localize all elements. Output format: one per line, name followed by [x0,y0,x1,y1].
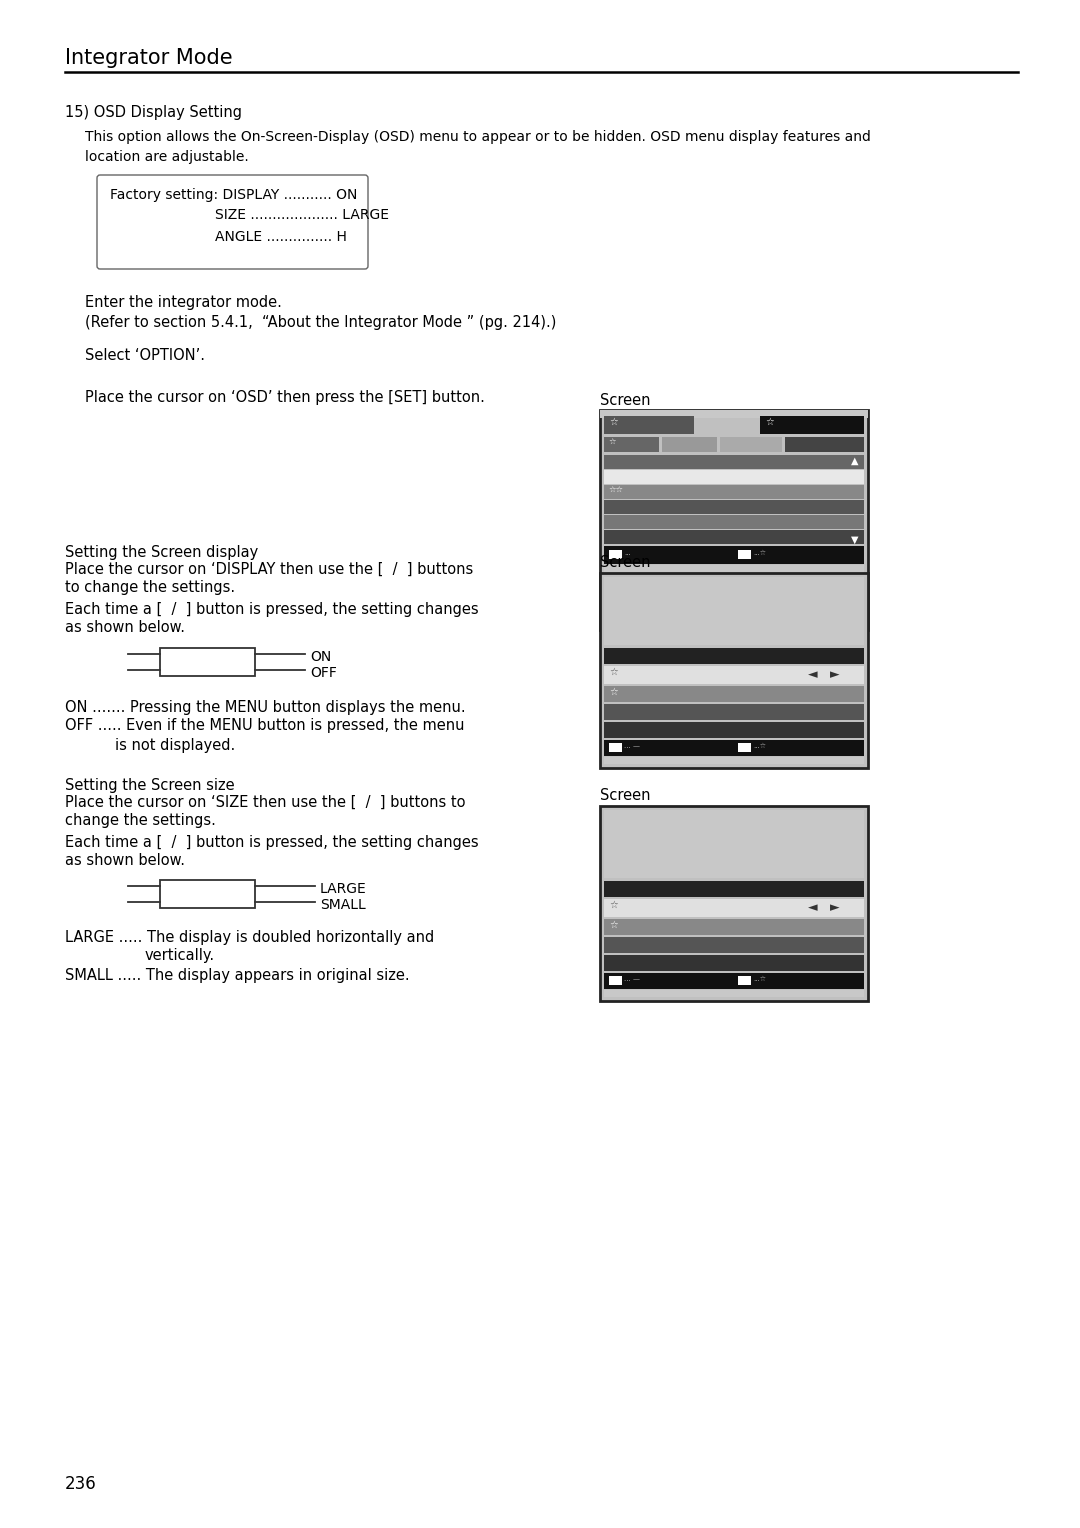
Bar [604,973,864,989]
FancyBboxPatch shape [97,176,368,269]
Text: ...☆: ...☆ [753,976,766,983]
Text: to change the settings.: to change the settings. [65,581,235,594]
Text: Screen: Screen [600,555,650,570]
Bar [600,410,868,419]
Bar [604,648,864,665]
Text: ☆: ☆ [609,668,618,677]
Text: Setting the Screen display: Setting the Screen display [65,545,258,559]
Bar [160,648,255,675]
Bar [600,573,868,769]
Bar [604,918,864,935]
Bar [609,743,622,752]
Bar [604,416,694,434]
Text: ☆: ☆ [765,417,773,426]
Text: Each time a [  /  ] button is pressed, the setting changes: Each time a [ / ] button is pressed, the… [65,602,478,617]
Text: Setting the Screen size: Setting the Screen size [65,778,234,793]
Text: ☆: ☆ [608,439,616,448]
Text: Select ‘OPTION’.: Select ‘OPTION’. [85,348,205,364]
Bar [604,723,864,738]
Bar [604,471,864,484]
Text: Integrator Mode: Integrator Mode [65,47,232,69]
Text: ☆☆: ☆☆ [608,486,623,495]
Text: ...☆: ...☆ [753,550,766,556]
Bar [604,990,864,996]
Text: Place the cursor on ‘SIZE then use the [  /  ] buttons to: Place the cursor on ‘SIZE then use the [… [65,795,465,810]
Text: LARGE ..... The display is doubled horizontally and: LARGE ..... The display is doubled horiz… [65,931,434,944]
Text: ON ....... Pressing the MENU button displays the menu.: ON ....... Pressing the MENU button disp… [65,700,465,715]
Bar [604,545,864,564]
Text: ☆: ☆ [609,920,618,931]
Text: Place the cursor on ‘DISPLAY then use the [  /  ] buttons: Place the cursor on ‘DISPLAY then use th… [65,562,473,578]
Bar [600,410,868,630]
Text: ...: ... [624,550,631,556]
Text: ◄: ◄ [808,668,818,681]
Text: ▼: ▼ [851,535,858,545]
Text: ▲: ▲ [851,455,858,466]
Text: ◄: ◄ [808,902,818,914]
Bar [604,937,864,953]
Text: SMALL: SMALL [320,898,366,912]
Text: SIZE .................... LARGE: SIZE .................... LARGE [110,208,389,222]
Text: change the settings.: change the settings. [65,813,216,828]
Text: Place the cursor on ‘OSD’ then press the [SET] button.: Place the cursor on ‘OSD’ then press the… [85,390,485,405]
Bar [604,740,864,756]
Text: Each time a [  /  ] button is pressed, the setting changes: Each time a [ / ] button is pressed, the… [65,834,478,850]
Text: Screen: Screen [600,788,650,804]
Bar [738,976,751,986]
Text: ☆: ☆ [609,688,618,697]
Text: 15) OSD Display Setting: 15) OSD Display Setting [65,105,242,121]
Text: Factory setting: DISPLAY ........... ON: Factory setting: DISPLAY ........... ON [110,188,357,202]
Bar [662,437,717,452]
Bar [604,530,864,544]
Text: ...☆: ...☆ [753,743,766,749]
Text: LARGE: LARGE [320,882,367,895]
Text: ►: ► [831,902,839,914]
Bar [604,565,864,626]
Bar [720,437,782,452]
Text: as shown below.: as shown below. [65,853,185,868]
Bar [604,756,864,764]
Text: ON: ON [310,649,332,665]
Bar [604,810,864,879]
Bar [785,437,864,452]
Text: ►: ► [831,668,839,681]
Bar [609,976,622,986]
Bar [600,805,868,1001]
Bar [604,437,659,452]
Bar [604,898,864,917]
Text: SMALL ..... The display appears in original size.: SMALL ..... The display appears in origi… [65,969,409,983]
Bar [604,484,864,500]
Text: Enter the integrator mode.: Enter the integrator mode. [85,295,282,310]
Bar [160,880,255,908]
Bar [604,500,864,513]
Bar [738,550,751,559]
Bar [604,515,864,529]
Bar [604,882,864,897]
Text: vertically.: vertically. [145,947,215,963]
Text: is not displayed.: is not displayed. [114,738,235,753]
Text: ... —: ... — [624,743,640,749]
Text: ☆: ☆ [609,417,618,426]
Bar [609,550,622,559]
Text: ANGLE ............... H: ANGLE ............... H [110,231,347,244]
Text: as shown below.: as shown below. [65,620,185,636]
Bar [604,955,864,970]
Text: ☆: ☆ [609,900,618,911]
Text: (Refer to section 5.4.1,  “About the Integrator Mode ” (pg. 214).): (Refer to section 5.4.1, “About the Inte… [85,315,556,330]
Text: location are adjustable.: location are adjustable. [85,150,248,163]
Bar [604,666,864,685]
Bar [604,578,864,645]
Bar [604,455,864,469]
Text: ... —: ... — [624,976,640,983]
Text: OFF ..... Even if the MENU button is pressed, the menu: OFF ..... Even if the MENU button is pre… [65,718,464,733]
Text: This option allows the On-Screen-Display (OSD) menu to appear or to be hidden. O: This option allows the On-Screen-Display… [85,130,870,144]
Bar [738,743,751,752]
Text: OFF: OFF [310,666,337,680]
Text: Screen: Screen [600,393,650,408]
Bar [604,686,864,701]
Text: 236: 236 [65,1475,97,1493]
Bar [760,416,864,434]
Bar [604,704,864,720]
